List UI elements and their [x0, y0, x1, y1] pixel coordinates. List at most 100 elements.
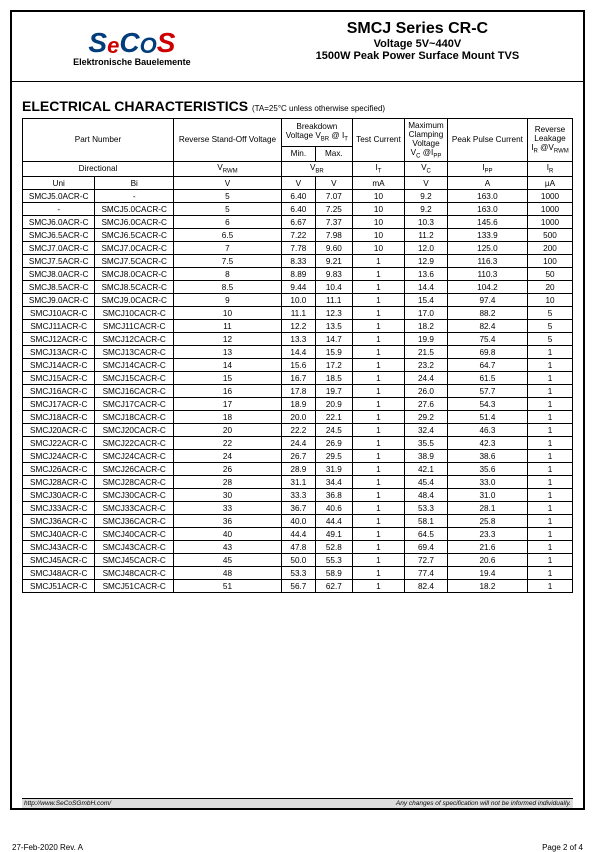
table-cell: 1 [352, 580, 404, 593]
table-cell: 1 [528, 372, 573, 385]
table-cell: 1 [528, 424, 573, 437]
table-cell: 9.44 [281, 281, 315, 294]
table-row: SMCJ10ACR-CSMCJ10CACR-C1011.112.3117.088… [23, 307, 573, 320]
table-cell: 12 [174, 333, 282, 346]
table-cell: 12.9 [405, 255, 448, 268]
table-cell: 1 [528, 398, 573, 411]
table-cell: 6 [174, 216, 282, 229]
table-cell: 13.6 [405, 268, 448, 281]
table-cell: - [95, 190, 174, 203]
table-cell: 8.5 [174, 281, 282, 294]
table-cell: SMCJ17CACR-C [95, 398, 174, 411]
logo-letter-c: C [119, 27, 139, 59]
table-cell: SMCJ13CACR-C [95, 346, 174, 359]
table-cell: 1 [352, 307, 404, 320]
table-cell: 7.22 [281, 229, 315, 242]
table-cell: 56.7 [281, 580, 315, 593]
table-cell: 6.5 [174, 229, 282, 242]
voltage-range: Voltage 5V~440V [252, 38, 583, 50]
title-cell: SMCJ Series CR-C Voltage 5V~440V 1500W P… [252, 12, 583, 81]
table-cell: 7.07 [315, 190, 352, 203]
table-cell: SMCJ26CACR-C [95, 463, 174, 476]
table-cell: 1 [352, 476, 404, 489]
table-cell: 31.1 [281, 476, 315, 489]
col-breakdown: BreakdownVoltage VBR @ IT [281, 119, 352, 147]
table-cell: 32.4 [405, 424, 448, 437]
table-row: SMCJ8.0ACR-CSMCJ8.0CACR-C88.899.83113.61… [23, 268, 573, 281]
table-cell: 6.40 [281, 190, 315, 203]
table-cell: 1 [528, 450, 573, 463]
table-cell: SMCJ43ACR-C [23, 541, 95, 554]
table-cell: SMCJ36CACR-C [95, 515, 174, 528]
logo-letter-s1: S [88, 27, 107, 59]
table-cell: 1 [352, 437, 404, 450]
table-cell: 1 [352, 502, 404, 515]
table-cell: 55.3 [315, 554, 352, 567]
table-cell: 22 [174, 437, 282, 450]
section-note: (TA=25°C unless otherwise specified) [252, 104, 385, 113]
table-cell: 36.7 [281, 502, 315, 515]
col-part-number: Part Number [23, 119, 174, 162]
table-cell: SMCJ11CACR-C [95, 320, 174, 333]
header-row-4: Uni Bi V V V mA V A µA [23, 177, 573, 190]
table-cell: 45 [174, 554, 282, 567]
footer-url: http://www.SeCoSGmbH.com/ [24, 800, 111, 807]
table-cell: 7.37 [315, 216, 352, 229]
table-cell: 20.0 [281, 411, 315, 424]
table-cell: 20 [528, 281, 573, 294]
col-reverse-standoff: Reverse Stand-Off Voltage [174, 119, 282, 162]
table-cell: 11.2 [405, 229, 448, 242]
table-cell: 1 [352, 515, 404, 528]
table-row: SMCJ43ACR-CSMCJ43CACR-C4347.852.8169.421… [23, 541, 573, 554]
table-cell: 7 [174, 242, 282, 255]
table-cell: SMCJ6.0CACR-C [95, 216, 174, 229]
table-cell: 104.2 [447, 281, 527, 294]
table-cell: 62.7 [315, 580, 352, 593]
table-cell: 14 [174, 359, 282, 372]
table-cell: 17.0 [405, 307, 448, 320]
table-cell: 1 [352, 385, 404, 398]
table-cell: 9.21 [315, 255, 352, 268]
table-cell: SMCJ8.5ACR-C [23, 281, 95, 294]
table-cell: 15.4 [405, 294, 448, 307]
table-cell: 1 [352, 268, 404, 281]
table-cell: 1000 [528, 190, 573, 203]
table-cell: SMCJ20CACR-C [95, 424, 174, 437]
table-cell: 24.5 [315, 424, 352, 437]
table-cell: 69.8 [447, 346, 527, 359]
table-cell: 1 [528, 346, 573, 359]
unit-v1: V [174, 177, 282, 190]
table-row: SMCJ18ACR-CSMCJ18CACR-C1820.022.1129.251… [23, 411, 573, 424]
table-cell: 14.4 [281, 346, 315, 359]
table-cell: 1 [352, 346, 404, 359]
table-row: SMCJ28ACR-CSMCJ28CACR-C2831.134.4145.433… [23, 476, 573, 489]
table-cell: 10 [528, 294, 573, 307]
table-cell: 7.78 [281, 242, 315, 255]
table-cell: 53.3 [281, 567, 315, 580]
table-cell: SMCJ8.5CACR-C [95, 281, 174, 294]
table-cell: 9.2 [405, 203, 448, 216]
table-cell: 10.3 [405, 216, 448, 229]
table-row: SMCJ14ACR-CSMCJ14CACR-C1415.617.2123.264… [23, 359, 573, 372]
table-cell: 38.9 [405, 450, 448, 463]
logo-cell: S e C O S Elektronische Bauelemente [12, 12, 252, 81]
table-cell: SMCJ9.0ACR-C [23, 294, 95, 307]
table-cell: 1 [528, 359, 573, 372]
table-cell: 125.0 [447, 242, 527, 255]
table-cell: 1 [352, 281, 404, 294]
table-cell: 1 [352, 255, 404, 268]
table-body: SMCJ5.0ACR-C-56.407.07109.2163.01000-SMC… [23, 190, 573, 593]
table-cell: 1000 [528, 203, 573, 216]
table-cell: 44.4 [315, 515, 352, 528]
table-cell: 10 [352, 229, 404, 242]
table-cell: 14.4 [405, 281, 448, 294]
table-cell: 26.7 [281, 450, 315, 463]
table-cell: SMCJ16CACR-C [95, 385, 174, 398]
table-cell: 40.6 [315, 502, 352, 515]
table-cell: 10 [174, 307, 282, 320]
table-cell: 18.9 [281, 398, 315, 411]
table-cell: 51 [174, 580, 282, 593]
table-cell: 20.6 [447, 554, 527, 567]
power-rating: 1500W Peak Power Surface Mount TVS [252, 50, 583, 62]
footer-date: 27-Feb-2020 Rev. A [12, 843, 83, 852]
